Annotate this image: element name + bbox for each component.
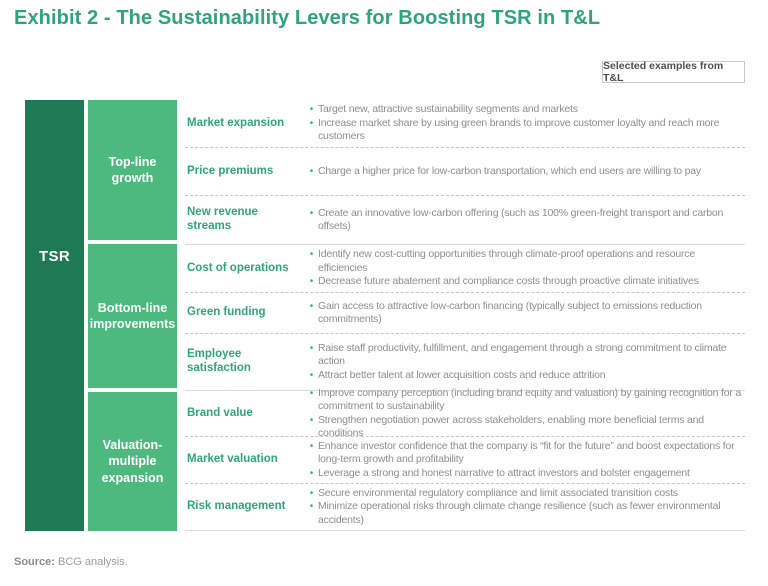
lever-row-risk-management: Risk management • Secure environmental r… <box>185 484 745 530</box>
bullet-icon: • <box>309 342 314 354</box>
bullet-item: • Identify new cost-cutting opportunitie… <box>305 248 745 275</box>
bullet-text: Improve company perception (including br… <box>318 386 742 413</box>
source-text: BCG analysis. <box>58 556 128 568</box>
bullet-item: • Secure environmental regulatory compli… <box>305 487 745 500</box>
bullet-icon: • <box>309 440 314 452</box>
lever-name: Risk management <box>187 500 286 513</box>
lever-name: Market valuation <box>187 453 278 466</box>
source-line: Source: BCG analysis. <box>14 556 128 568</box>
lever-row-market-expansion: Market expansion • Target new, attractiv… <box>185 100 745 148</box>
lever-name: Price premiums <box>187 164 274 177</box>
bullet-item: • Minimize operational risks through cli… <box>305 500 745 527</box>
lever-bullets: • Raise staff productivity, fulfillment,… <box>305 334 745 390</box>
bullet-item: • Leverage a strong and honest narrative… <box>305 467 745 480</box>
category-label: Bottom-line improvements <box>89 300 176 331</box>
bullet-item: • Raise staff productivity, fulfillment,… <box>305 342 745 369</box>
bullet-text: Identify new cost-cutting opportunities … <box>318 248 695 274</box>
exhibit-title: Exhibit 2 - The Sustainability Levers fo… <box>14 7 601 29</box>
tsr-box: TSR <box>25 100 84 531</box>
bullet-icon: • <box>309 207 314 219</box>
category-box-valuation-multiple-expansion: Valuation-multiple expansion <box>88 392 177 531</box>
lever-row-employee-satisfaction: Employee satisfaction • Raise staff prod… <box>185 334 745 390</box>
bullet-icon: • <box>309 467 314 479</box>
lever-row-cost-of-operations: Cost of operations • Identify new cost-c… <box>185 245 745 293</box>
lever-name: Market expansion <box>187 116 285 129</box>
bullet-text: Strengthen negotiation power across stak… <box>318 413 704 439</box>
lever-bullets: • Improve company perception (including … <box>305 387 745 439</box>
bullet-item: • Decrease future abatement and complian… <box>305 275 745 288</box>
category-box-top-line-growth: Top-line growth <box>88 100 177 240</box>
source-label: Source: <box>14 556 55 568</box>
bullet-text: Decrease future abatement and compliance… <box>318 275 699 288</box>
lever-bullets: • Identify new cost-cutting opportunitie… <box>305 245 745 292</box>
bullet-item: • Increase market share by using green b… <box>305 117 745 144</box>
bullet-icon: • <box>309 414 314 426</box>
lever-name: New revenue streams <box>187 206 258 232</box>
bullet-text: Target new, attractive sustainability se… <box>318 103 578 116</box>
bullet-text: Gain access to attractive low-carbon fin… <box>318 299 702 325</box>
badge-label: Selected examples from T&L <box>603 60 724 84</box>
tsr-label: TSR <box>39 248 70 265</box>
category-label: Valuation-multiple expansion <box>101 438 164 485</box>
lever-row-brand-value: Brand value • Improve company perception… <box>185 387 745 439</box>
lever-name: Employee satisfaction <box>187 348 251 374</box>
bullet-icon: • <box>309 276 314 288</box>
bullet-text: Increase market share by using green bra… <box>318 116 720 143</box>
bullet-icon: • <box>309 117 314 129</box>
lever-name: Cost of operations <box>187 261 289 274</box>
lever-group-top-line: Market expansion • Target new, attractiv… <box>185 100 745 244</box>
bullet-text: Minimize operational risks through clima… <box>318 500 721 526</box>
bullet-item: • Attract better talent at lower acquisi… <box>305 369 745 382</box>
lever-bullets: • Enhance investor confidence that the c… <box>305 437 745 483</box>
bullet-icon: • <box>309 369 314 381</box>
lever-name: Brand value <box>187 406 253 419</box>
category-label: Top-line growth <box>108 154 157 185</box>
lever-group-valuation-multiple: Brand value • Improve company perception… <box>185 387 745 531</box>
bullet-text: Attract better talent at lower acquisiti… <box>318 368 606 381</box>
bullet-text: Leverage a strong and honest narrative t… <box>318 466 690 479</box>
lever-name: Green funding <box>187 306 266 319</box>
bullet-icon: • <box>309 104 314 116</box>
bullet-icon: • <box>309 249 314 261</box>
bullet-item: • Gain access to attractive low-carbon f… <box>305 300 745 327</box>
bullet-item: • Improve company perception (including … <box>305 387 745 414</box>
bullet-item: • Target new, attractive sustainability … <box>305 103 745 116</box>
lever-row-new-revenue-streams: New revenue streams • Create an innovati… <box>185 196 745 244</box>
lever-bullets: • Secure environmental regulatory compli… <box>305 484 745 530</box>
bullet-text: Raise staff productivity, fulfillment, a… <box>318 341 727 368</box>
lever-bullets: • Target new, attractive sustainability … <box>305 100 745 147</box>
lever-bullets: • Create an innovative low-carbon offeri… <box>305 196 745 244</box>
lever-group-bottom-line: Cost of operations • Identify new cost-c… <box>185 244 745 390</box>
bullet-item: • Charge a higher price for low-carbon t… <box>305 165 745 178</box>
bullet-icon: • <box>309 487 314 499</box>
bullet-item: • Enhance investor confidence that the c… <box>305 440 745 467</box>
lever-bullets: • Charge a higher price for low-carbon t… <box>305 148 745 195</box>
bullet-text: Enhance investor confidence that the com… <box>318 439 735 466</box>
lever-row-green-funding: Green funding • Gain access to attractiv… <box>185 293 745 334</box>
bullet-icon: • <box>309 501 314 513</box>
lever-bullets: • Gain access to attractive low-carbon f… <box>305 293 745 333</box>
bullet-text: Secure environmental regulatory complian… <box>318 486 678 499</box>
bullet-text: Charge a higher price for low-carbon tra… <box>318 164 701 177</box>
selected-examples-badge: Selected examples from T&L <box>602 60 745 84</box>
levers-rows-column: Market expansion • Target new, attractiv… <box>185 100 745 531</box>
bullet-text: Create an innovative low-carbon offering… <box>318 206 724 232</box>
tsr-levers-diagram: TSR Top-line growth Bottom-line improvem… <box>25 100 745 531</box>
lever-row-price-premiums: Price premiums • Charge a higher price f… <box>185 148 745 196</box>
bullet-icon: • <box>309 387 314 399</box>
lever-row-market-valuation: Market valuation • Enhance investor conf… <box>185 437 745 484</box>
bullet-icon: • <box>309 300 314 312</box>
bullet-icon: • <box>309 165 314 177</box>
bullet-item: • Strengthen negotiation power across st… <box>305 414 745 441</box>
bullet-item: • Create an innovative low-carbon offeri… <box>305 207 745 234</box>
category-box-bottom-line-improvements: Bottom-line improvements <box>88 244 177 388</box>
